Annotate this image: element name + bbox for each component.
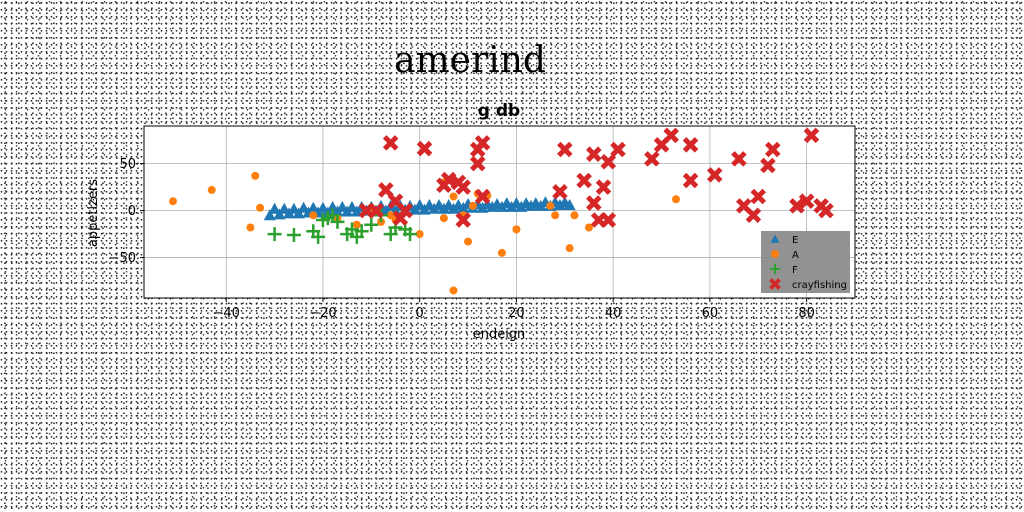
point-A — [498, 249, 506, 257]
x-tick-label: 80 — [798, 306, 815, 321]
y-tick-label: 50 — [119, 157, 136, 172]
point-A — [169, 197, 177, 205]
point-A — [546, 202, 554, 210]
point-A — [208, 186, 216, 194]
point-A — [512, 225, 520, 233]
point-A — [464, 238, 472, 246]
x-tick-label: 60 — [702, 306, 719, 321]
x-tick-label: −40 — [213, 306, 240, 321]
legend-label: crayfishing — [792, 280, 847, 291]
point-A — [566, 244, 574, 252]
point-A — [353, 221, 361, 229]
figure-suptitle: amerind — [394, 40, 546, 81]
legend-marker-A — [771, 250, 779, 258]
point-A — [469, 202, 477, 210]
y-tick-label: 0 — [128, 204, 136, 219]
point-A — [256, 204, 264, 212]
y-tick-label: −50 — [109, 251, 136, 266]
x-tick-label: 40 — [605, 306, 622, 321]
y-axis-label: appetizers — [86, 179, 101, 247]
chart-title: g db — [478, 101, 520, 121]
x-axis-label: endeign — [473, 327, 526, 342]
point-A — [551, 211, 559, 219]
point-A — [246, 224, 254, 232]
x-tick-label: −20 — [309, 306, 336, 321]
point-A — [450, 286, 458, 294]
point-A — [450, 192, 458, 200]
x-tick-label: 0 — [416, 306, 424, 321]
point-A — [309, 211, 317, 219]
point-A — [251, 172, 259, 180]
point-A — [672, 195, 680, 203]
legend-label: A — [792, 250, 799, 261]
point-A — [570, 211, 578, 219]
legend-label: F — [792, 265, 798, 276]
legend-label: E — [792, 235, 798, 246]
x-tick-label: 20 — [508, 306, 525, 321]
point-A — [440, 214, 448, 222]
